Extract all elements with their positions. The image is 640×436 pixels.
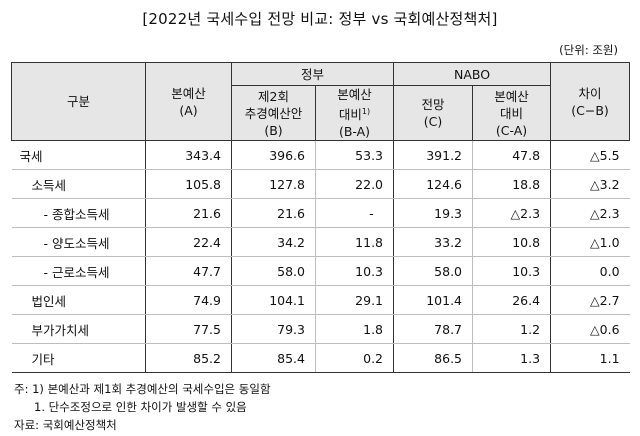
cell-nabo-forecast: 58.0 [393,256,473,287]
footnote-1: 주: 1) 본예산과 제1회 추경예산의 국세수입은 동일함 [14,382,271,396]
header-difference-label: 차이 [578,85,602,101]
cell-nabo-forecast: 101.4 [393,285,473,316]
header-gov-diff-footnote: 1) [361,107,371,116]
cell-difference: △3.2 [550,169,630,200]
cell-nabo-diff: 1.3 [472,343,551,374]
cell-gov-diff: 1.8 [314,314,394,345]
header-main-budget-label: 본예산 [171,85,206,101]
cell-gov-supp: 396.6 [231,140,316,171]
cell-gov-supp: 104.1 [231,285,316,316]
cell-gov-supp: 79.3 [231,314,316,345]
cell-gov-diff: 11.8 [314,227,394,258]
header-gov-diff: 본예산 대비1) (B-A) [314,84,395,142]
footnote-2: 1. 단수조정으로 인한 차이가 발생할 수 있음 [34,400,247,414]
cell-nabo-forecast: 124.6 [393,169,473,200]
cell-nabo-diff: 10.8 [472,227,551,258]
row-label: 기타 [11,343,146,374]
cell-difference: △1.0 [550,227,630,258]
cell-difference: 1.1 [550,343,630,374]
header-nabo-diff: 본예산 대비 (C-A) [472,84,552,142]
cell-gov-diff: 29.1 [314,285,394,316]
cell-nabo-diff: △2.3 [472,198,551,229]
row-label: - 종합소득세 [11,198,146,229]
cell-nabo-diff: 18.8 [472,169,551,200]
cell-nabo-diff: 26.4 [472,285,551,316]
cell-difference: △5.5 [550,140,630,171]
table-row: - 양도소득세 22.4 34.2 11.8 33.2 10.8 △1.0 [11,227,630,258]
header-main-budget: 본예산 (A) [145,61,232,142]
tax-revenue-table: 구분 본예산 (A) 정부 NABO 차이 (C−B) 제2회 추경예산안 (B… [11,61,631,374]
cell-gov-supp: 34.2 [231,227,316,258]
cell-gov-supp: 127.8 [231,169,316,200]
row-label: 국세 [11,140,146,171]
cell-nabo-diff: 1.2 [472,314,551,345]
cell-gov-supp: 85.4 [231,343,316,374]
header-gov-diff-line1: 본예산 [337,87,372,102]
row-label: - 근로소득세 [11,256,146,287]
header-gov-group: 정부 [230,62,395,86]
cell-nabo-forecast: 78.7 [393,314,473,345]
footnotes: 주: 1) 본예산과 제1회 추경예산의 국세수입은 동일함 1. 단수조정으로… [14,380,271,434]
table-row: 소득세 105.8 127.8 22.0 124.6 18.8 △3.2 [11,169,630,200]
cell-main-budget: 85.2 [145,343,232,374]
cell-gov-supp: 21.6 [231,198,316,229]
table-row: 국세 343.4 396.6 53.3 391.2 47.8 △5.5 [11,140,630,171]
table-row: - 종합소득세 21.6 21.6 - 19.3 △2.3 △2.3 [11,198,630,229]
header-main-budget-code: (A) [179,102,198,118]
table-row: - 근로소득세 47.7 58.0 10.3 58.0 10.3 0.0 [11,256,630,287]
cell-difference: △2.3 [550,198,630,229]
header-difference: 차이 (C−B) [550,61,631,142]
header-nabo-forecast-code: (C) [423,114,443,130]
cell-main-budget: 47.7 [145,256,232,287]
row-label: - 양도소득세 [11,227,146,258]
header-nabo-diff-code: (C-A) [495,122,528,138]
cell-gov-diff: 10.3 [314,256,394,287]
cell-gov-supp: 58.0 [231,256,316,287]
header-nabo-forecast: 전망 (C) [393,84,474,142]
cell-main-budget: 77.5 [145,314,232,345]
header-gov-diff-line2: 대비 [338,107,362,123]
cell-gov-diff: 53.3 [314,140,394,171]
header-category: 구분 [11,61,146,142]
table-row: 부가가치세 77.5 79.3 1.8 78.7 1.2 △0.6 [11,314,630,345]
row-label: 법인세 [11,285,146,316]
source-note: 자료: 국회예산정책처 [14,418,117,432]
row-label: 부가가치세 [11,314,146,345]
table-row: 법인세 74.9 104.1 29.1 101.4 26.4 △2.7 [11,285,630,316]
header-gov-supp-code: (B) [264,122,283,138]
header-nabo-forecast-label: 전망 [421,97,445,113]
header-gov-supp: 제2회 추경예산안 (B) [231,84,316,142]
unit-label: (단위: 조원) [559,43,618,57]
header-nabo-diff-line1: 본예산 [494,88,529,104]
cell-difference: △0.6 [550,314,630,345]
header-gov-supp-line2: 추경예산안 [244,105,303,121]
header-nabo-diff-line2: 대비 [500,105,524,121]
cell-gov-diff: 22.0 [314,169,394,200]
cell-gov-diff: 0.2 [314,343,394,374]
cell-difference: 0.0 [550,256,630,287]
cell-main-budget: 74.9 [145,285,232,316]
header-gov-diff-code: (B-A) [338,124,371,140]
header-gov-supp-line1: 제2회 [258,88,289,104]
cell-nabo-diff: 47.8 [472,140,551,171]
cell-gov-diff: - [314,198,394,229]
cell-nabo-forecast: 33.2 [393,227,473,258]
row-label: 소득세 [11,169,146,200]
cell-difference: △2.7 [550,285,630,316]
page-title: [2022년 국세수입 전망 비교: 정부 vs 국회예산정책처] [142,10,498,28]
header-difference-code: (C−B) [571,102,609,118]
cell-main-budget: 105.8 [145,169,232,200]
cell-nabo-diff: 10.3 [472,256,551,287]
cell-nabo-forecast: 391.2 [393,140,473,171]
header-nabo-group: NABO [393,62,552,86]
cell-main-budget: 22.4 [145,227,232,258]
cell-main-budget: 343.4 [145,140,232,171]
cell-main-budget: 21.6 [145,198,232,229]
table-row: 기타 85.2 85.4 0.2 86.5 1.3 1.1 [11,343,630,374]
cell-nabo-forecast: 86.5 [393,343,473,374]
cell-nabo-forecast: 19.3 [393,198,473,229]
